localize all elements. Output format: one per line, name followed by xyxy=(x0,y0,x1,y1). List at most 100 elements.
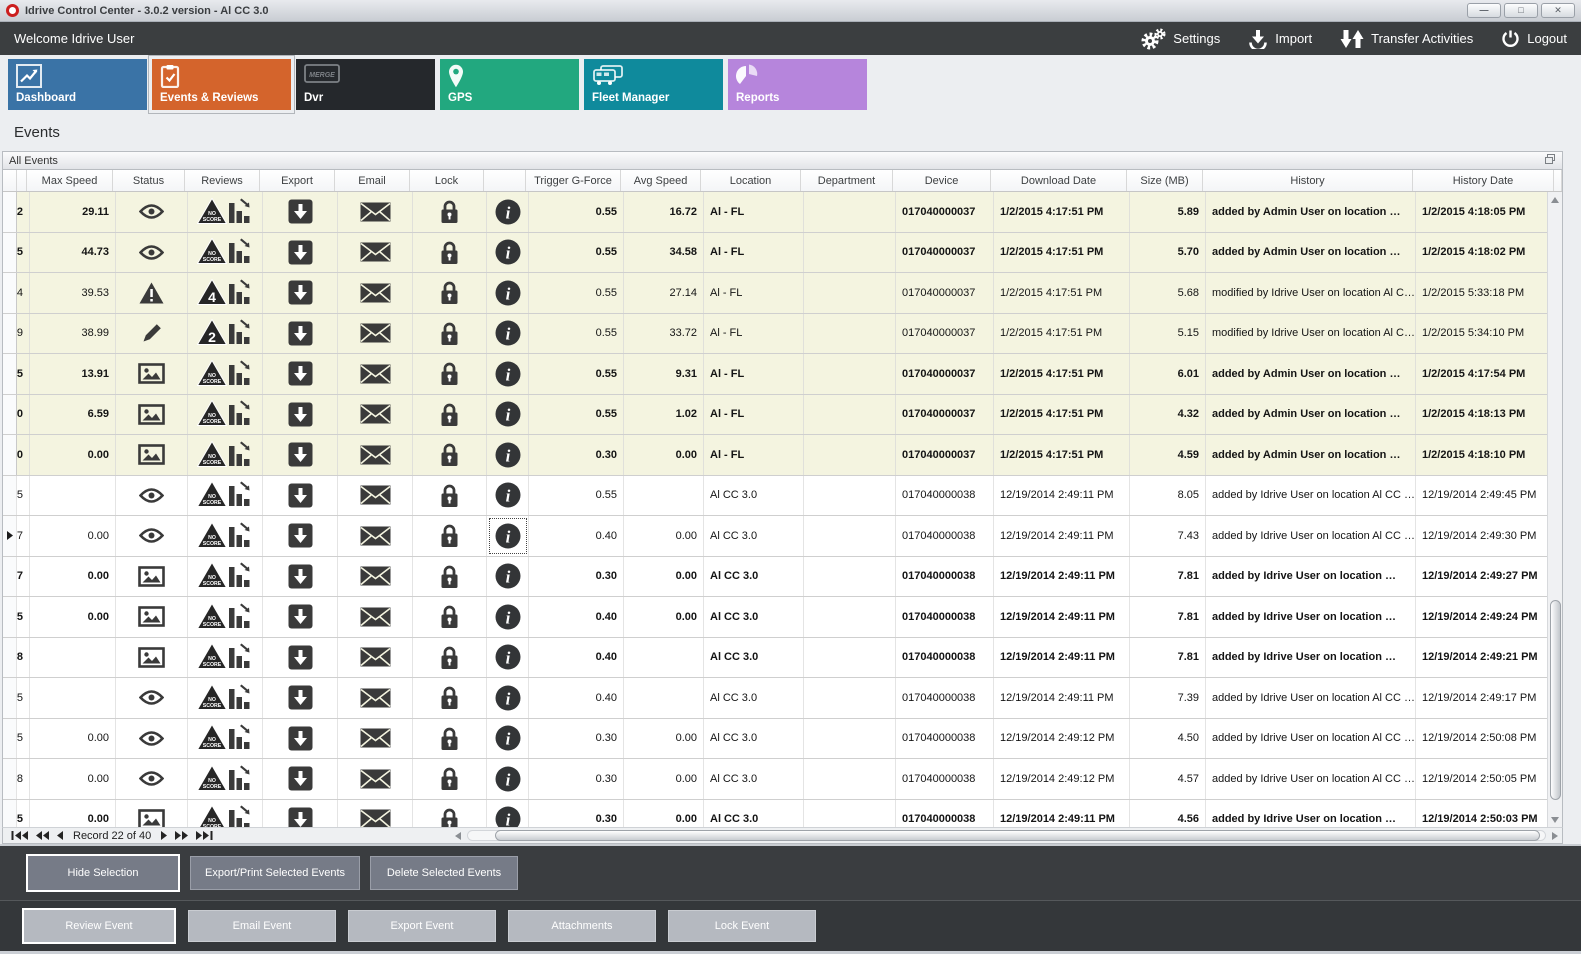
hide-selection-button[interactable]: Hide Selection xyxy=(26,854,180,892)
email-icon[interactable] xyxy=(338,192,413,232)
vertical-scroll-thumb[interactable] xyxy=(1550,600,1561,800)
export-icon[interactable] xyxy=(263,597,338,637)
scroll-up-icon[interactable] xyxy=(1548,192,1562,207)
column-header-edge[interactable] xyxy=(17,170,27,191)
export-icon[interactable] xyxy=(263,759,338,799)
scroll-down-icon[interactable] xyxy=(1548,812,1562,827)
tab-dashboard[interactable]: Dashboard xyxy=(8,59,147,110)
tab-fleet-manager[interactable]: Fleet Manager xyxy=(584,59,723,110)
email-icon[interactable] xyxy=(338,394,413,434)
horizontal-scrollbar[interactable] xyxy=(455,829,1558,842)
table-row[interactable]: 5 NO SCORE i 0.40 Al CC 3.0 017040000038 12/19/… xyxy=(3,678,1549,719)
info-icon[interactable]: i xyxy=(487,516,529,556)
email-icon[interactable] xyxy=(338,475,413,515)
email-icon[interactable] xyxy=(338,354,413,394)
column-header-max_speed[interactable]: Max Speed xyxy=(27,170,113,191)
table-row[interactable]: 5 44.73 NO SCORE i 0.55 34.58 Al - FL 0170400000… xyxy=(3,232,1549,273)
attachments-button[interactable]: Attachments xyxy=(508,910,656,942)
next-page-button[interactable] xyxy=(171,831,192,840)
last-record-button[interactable] xyxy=(192,831,217,840)
export-icon[interactable] xyxy=(263,313,338,353)
previous-record-button[interactable] xyxy=(53,831,67,840)
info-icon[interactable]: i xyxy=(487,678,529,718)
close-button[interactable]: ✕ xyxy=(1541,3,1575,18)
email-icon[interactable] xyxy=(338,232,413,272)
lock-icon[interactable] xyxy=(413,354,487,394)
email-event-button[interactable]: Email Event xyxy=(188,910,336,942)
info-icon[interactable]: i xyxy=(487,718,529,758)
column-header-history[interactable]: History xyxy=(1203,170,1413,191)
delete-selected-events-button[interactable]: Delete Selected Events xyxy=(370,856,519,890)
export-icon[interactable] xyxy=(263,192,338,232)
lock-icon[interactable] xyxy=(413,313,487,353)
panel-restore-icon[interactable] xyxy=(1544,153,1556,168)
export-icon[interactable] xyxy=(263,678,338,718)
table-row[interactable]: 9 38.99 2 i 0.55 33.72 Al - FL 017040000037 1/2/… xyxy=(3,313,1549,354)
lock-icon[interactable] xyxy=(413,192,487,232)
email-icon[interactable] xyxy=(338,678,413,718)
info-icon[interactable]: i xyxy=(487,232,529,272)
export-icon[interactable] xyxy=(263,273,338,313)
lock-icon[interactable] xyxy=(413,597,487,637)
previous-page-button[interactable] xyxy=(32,831,53,840)
lock-icon[interactable] xyxy=(413,232,487,272)
info-icon[interactable]: i xyxy=(487,556,529,596)
export-icon[interactable] xyxy=(263,475,338,515)
export-icon[interactable] xyxy=(263,232,338,272)
vertical-scrollbar[interactable] xyxy=(1547,192,1562,827)
info-icon[interactable]: i xyxy=(487,192,529,232)
info-icon[interactable]: i xyxy=(487,354,529,394)
info-icon[interactable]: i xyxy=(487,313,529,353)
export-icon[interactable] xyxy=(263,516,338,556)
table-row[interactable]: 2 29.11 NO SCORE i 0.55 16.72 Al - FL 0170400000… xyxy=(3,192,1549,233)
settings-button[interactable]: Settings xyxy=(1140,28,1220,50)
email-icon[interactable] xyxy=(338,313,413,353)
export-event-button[interactable]: Export Event xyxy=(348,910,496,942)
column-header-download[interactable]: Download Date xyxy=(991,170,1127,191)
lock-icon[interactable] xyxy=(413,273,487,313)
column-header-size[interactable]: Size (MB) xyxy=(1127,170,1203,191)
table-row[interactable]: 8 0.00 NO SCORE i 0.30 0.00 Al CC 3.0 0170400000… xyxy=(3,759,1549,800)
export-icon[interactable] xyxy=(263,556,338,596)
export-icon[interactable] xyxy=(263,718,338,758)
column-header-avg[interactable]: Avg Speed xyxy=(621,170,701,191)
lock-icon[interactable] xyxy=(413,394,487,434)
info-icon[interactable]: i xyxy=(487,597,529,637)
tab-events-reviews[interactable]: Events & Reviews xyxy=(148,55,295,114)
info-icon[interactable]: i xyxy=(487,394,529,434)
lock-event-button[interactable]: Lock Event xyxy=(668,910,816,942)
export-icon[interactable] xyxy=(263,354,338,394)
table-row[interactable]: 8 NO SCORE i 0.40 Al CC 3.0 017040000038 12/19/… xyxy=(3,637,1549,678)
column-header-department[interactable]: Department xyxy=(801,170,893,191)
review-event-button[interactable]: Review Event xyxy=(22,908,176,944)
column-header-info[interactable] xyxy=(484,170,526,191)
logout-button[interactable]: Logout xyxy=(1501,29,1567,48)
info-icon[interactable]: i xyxy=(487,759,529,799)
export-print-selected-events-button[interactable]: Export/Print Selected Events xyxy=(190,856,361,890)
lock-icon[interactable] xyxy=(413,678,487,718)
tab-dvr[interactable]: MERGE Dvr xyxy=(296,59,435,110)
column-header-email[interactable]: Email xyxy=(335,170,410,191)
review-score-icon[interactable]: 2 xyxy=(188,313,263,353)
info-icon[interactable]: i xyxy=(487,799,529,827)
lock-icon[interactable] xyxy=(413,759,487,799)
email-icon[interactable] xyxy=(338,516,413,556)
import-button[interactable]: Import xyxy=(1248,29,1312,49)
column-header-status[interactable]: Status xyxy=(113,170,185,191)
table-row[interactable]: 0 0.00 NO SCORE i 0.30 0.00 Al - FL 017040000037… xyxy=(3,435,1549,476)
email-icon[interactable] xyxy=(338,759,413,799)
table-row[interactable]: 7 0.00 NO SCORE i 0.30 0.00 Al CC 3.0 0170400000… xyxy=(3,556,1549,597)
table-row[interactable]: 4 39.53 4 i 0.55 27.14 Al - FL 017040000037 1/2/… xyxy=(3,273,1549,314)
column-header-history_date[interactable]: History Date xyxy=(1413,170,1554,191)
scroll-left-icon[interactable] xyxy=(455,827,461,845)
